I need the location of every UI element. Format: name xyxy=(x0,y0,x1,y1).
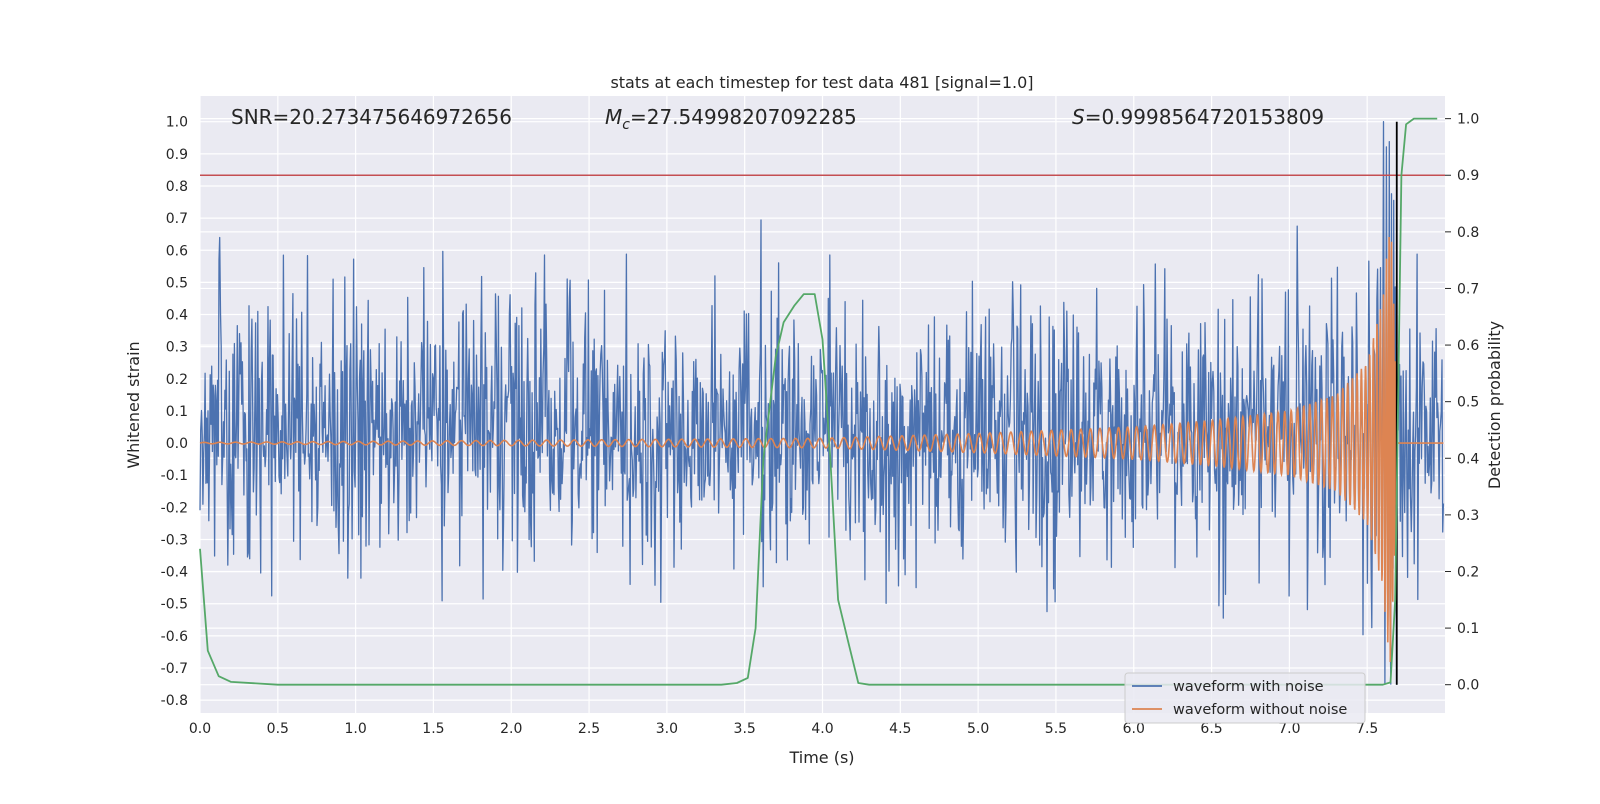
y-left-tick-label: 0.6 xyxy=(166,243,188,259)
x-tick-label: 7.0 xyxy=(1278,721,1300,737)
x-tick-label: 0.0 xyxy=(189,721,211,737)
y-left-axis-title: Whitened strain xyxy=(124,341,143,468)
y-right-tick-label: 0.0 xyxy=(1457,678,1479,694)
x-tick-label: 2.5 xyxy=(578,721,600,737)
legend-box xyxy=(1124,672,1366,724)
probability-series xyxy=(199,117,1438,686)
x-tick-label: 5.5 xyxy=(1045,721,1067,737)
y-right-tick-label: 0.1 xyxy=(1457,621,1479,637)
y-left-tick-label: 0.5 xyxy=(166,275,188,291)
axis-ticks: 0.0 0.5 1.0 1.5 2.0 2.5 3.0 3.5 4.0 4.5 5.0 5.5 6.0 6… xyxy=(161,112,1480,737)
chirp-mass-annotation: Mc=27.54998207092285 xyxy=(605,105,857,133)
y-right-tick-label: 0.3 xyxy=(1457,508,1479,524)
x-tick-label: 6.5 xyxy=(1200,721,1222,737)
x-tick-label: 0.5 xyxy=(267,721,289,737)
y-right-tick-label: 0.6 xyxy=(1457,338,1479,354)
legend-label-clean: waveform without noise xyxy=(1173,702,1347,718)
x-tick-label: 1.0 xyxy=(344,721,366,737)
clean-chirp-line xyxy=(199,236,1444,663)
x-tick-label: 6.0 xyxy=(1123,721,1145,737)
x-tick-label: 3.5 xyxy=(734,721,756,737)
y-left-tick-label: 1.0 xyxy=(166,115,188,131)
overlay-lines xyxy=(200,121,1445,685)
chart-title: stats at each timestep for test data 481… xyxy=(610,73,1033,92)
y-left-tick-label: -0.5 xyxy=(161,597,188,613)
x-tick-label: 3.0 xyxy=(656,721,678,737)
y-right-axis-title: Detection probability xyxy=(1485,321,1504,489)
y-right-tick-label: 0.5 xyxy=(1457,395,1479,411)
y-left-tick-label: -0.7 xyxy=(161,661,188,677)
y-left-tick-label: -0.3 xyxy=(161,532,188,548)
y-left-tick-label: 0.1 xyxy=(166,404,188,420)
score-symbol: S xyxy=(1072,105,1085,129)
y-left-tick-label: -0.2 xyxy=(161,500,188,516)
y-right-tick-label: 1.0 xyxy=(1457,112,1479,128)
y-right-tick-label: 0.4 xyxy=(1457,451,1479,467)
legend-label-noise: waveform with noise xyxy=(1173,679,1324,695)
legend: waveform with noise waveform without noi… xyxy=(1124,672,1366,724)
y-left-tick-label: -0.4 xyxy=(161,565,188,581)
chirp-mass-symbol: M xyxy=(605,105,622,129)
y-left-tick-label: -0.6 xyxy=(161,629,188,645)
y-left-tick-label: 0.4 xyxy=(166,308,188,324)
x-tick-label: 2.0 xyxy=(500,721,522,737)
score-value: =0.9998564720153809 xyxy=(1085,105,1324,129)
x-tick-label: 1.5 xyxy=(422,721,444,737)
y-left-tick-label: 0.9 xyxy=(166,147,188,163)
y-right-tick-label: 0.9 xyxy=(1457,168,1479,184)
probability-line xyxy=(199,117,1438,686)
snr-annotation: SNR=20.273475646972656 xyxy=(231,105,512,129)
y-left-tick-label: -0.1 xyxy=(161,468,188,484)
y-left-tick-label: 0.0 xyxy=(166,436,188,452)
x-tick-label: 7.5 xyxy=(1356,721,1378,737)
y-left-tick-label: 0.3 xyxy=(166,340,188,356)
y-right-tick-label: 0.2 xyxy=(1457,564,1479,580)
x-tick-label: 5.0 xyxy=(967,721,989,737)
y-left-tick-label: -0.8 xyxy=(161,693,188,709)
x-tick-label: 4.0 xyxy=(811,721,833,737)
x-tick-label: 4.5 xyxy=(889,721,911,737)
y-left-tick-label: 0.7 xyxy=(166,211,188,227)
y-right-tick-label: 0.8 xyxy=(1457,225,1479,241)
noise-series xyxy=(199,121,1445,685)
y-left-tick-label: 0.8 xyxy=(166,179,188,195)
clean-series xyxy=(199,236,1444,663)
score-annotation: S=0.9998564720153809 xyxy=(1072,105,1324,129)
chirp-mass-subscript: c xyxy=(622,117,630,133)
noise-line xyxy=(199,121,1445,685)
chirp-mass-value: =27.54998207092285 xyxy=(630,105,857,129)
x-axis-title: Time (s) xyxy=(788,748,854,767)
y-left-tick-label: 0.2 xyxy=(166,372,188,388)
y-right-tick-label: 0.7 xyxy=(1457,281,1479,297)
